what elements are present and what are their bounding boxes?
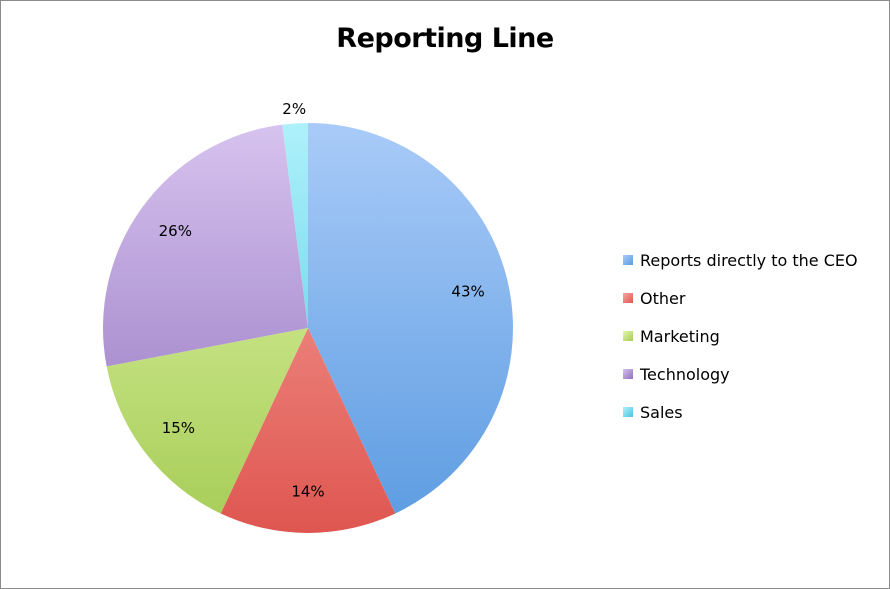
legend-label: Marketing xyxy=(640,326,720,346)
legend-label: Reports directly to the CEO xyxy=(640,250,858,270)
legend-item-marketing: Marketing xyxy=(623,317,858,355)
legend-item-technology: Technology xyxy=(623,355,858,393)
legend: Reports directly to the CEO Other Market… xyxy=(623,241,858,431)
legend-swatch xyxy=(623,255,633,265)
pie-slice-reports-directly-to-the-ceo xyxy=(308,123,513,514)
slice-value-label: 14% xyxy=(291,483,324,501)
slice-value-label: 26% xyxy=(159,222,192,240)
legend-item-reports-to-ceo: Reports directly to the CEO xyxy=(623,241,858,279)
legend-label: Sales xyxy=(640,402,683,422)
pie-slice-sales xyxy=(282,123,308,328)
pie-slice-technology xyxy=(103,124,309,367)
legend-swatch xyxy=(623,293,633,303)
pie-slices xyxy=(103,123,513,533)
pie-slice-marketing xyxy=(106,328,308,514)
slice-value-label: 15% xyxy=(162,419,195,437)
legend-item-sales: Sales xyxy=(623,393,858,431)
legend-swatch xyxy=(623,331,633,341)
pie-slice-other xyxy=(220,328,396,533)
legend-label: Technology xyxy=(640,364,730,384)
legend-swatch xyxy=(623,407,633,417)
pie-labels: 43% 14% 15% 26% 2% xyxy=(159,100,485,501)
legend-swatch xyxy=(623,369,633,379)
chart-title: Reporting Line xyxy=(336,23,554,54)
slice-value-label: 2% xyxy=(282,100,306,118)
legend-item-other: Other xyxy=(623,279,858,317)
legend-label: Other xyxy=(640,288,686,308)
slice-value-label: 43% xyxy=(451,283,484,301)
